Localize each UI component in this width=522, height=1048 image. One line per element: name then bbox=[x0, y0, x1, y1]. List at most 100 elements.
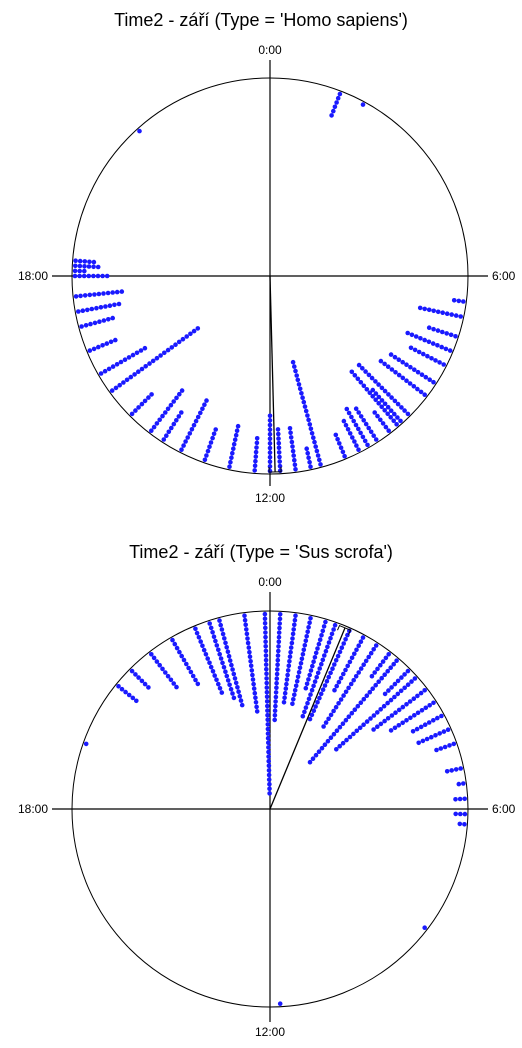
data-point bbox=[373, 682, 379, 688]
data-point bbox=[254, 436, 260, 441]
data-point bbox=[386, 428, 392, 434]
data-point bbox=[369, 673, 375, 679]
data-point bbox=[252, 690, 258, 696]
data-point bbox=[307, 620, 312, 626]
homo-sapiens-rose-chart: Time2 - září (Type = 'Homo sapiens') 0:0… bbox=[18, 10, 516, 505]
data-point bbox=[149, 428, 154, 434]
data-point bbox=[405, 411, 411, 417]
data-point bbox=[373, 391, 379, 396]
data-point bbox=[368, 716, 373, 721]
data-point bbox=[356, 426, 361, 432]
data-point bbox=[102, 368, 108, 374]
data-point bbox=[170, 637, 175, 643]
data-point bbox=[292, 688, 298, 693]
data-point bbox=[119, 686, 125, 692]
data-point bbox=[177, 391, 182, 397]
data-point bbox=[254, 704, 259, 710]
data-point bbox=[171, 681, 176, 686]
data-point bbox=[176, 414, 182, 419]
data-point bbox=[277, 612, 283, 617]
data-point bbox=[239, 702, 245, 708]
data-point bbox=[92, 292, 97, 297]
data-point bbox=[266, 745, 271, 750]
data-point bbox=[132, 372, 137, 377]
data-point bbox=[272, 708, 278, 713]
data-point bbox=[415, 386, 420, 392]
data-point bbox=[328, 635, 333, 641]
data-point bbox=[334, 683, 340, 689]
data-point bbox=[193, 626, 198, 632]
data-point bbox=[163, 670, 168, 675]
data-point bbox=[297, 665, 303, 671]
data-point bbox=[348, 681, 354, 687]
data-point bbox=[217, 686, 223, 691]
data-point bbox=[389, 367, 395, 372]
data-point bbox=[232, 676, 238, 681]
data-point bbox=[267, 418, 273, 423]
data-point bbox=[434, 747, 439, 753]
data-point bbox=[174, 684, 179, 690]
data-point bbox=[356, 447, 361, 453]
data-point bbox=[321, 624, 327, 629]
data-point bbox=[343, 637, 348, 642]
data-point bbox=[340, 449, 346, 455]
data-point bbox=[328, 670, 333, 676]
data-point bbox=[314, 674, 320, 680]
data-point bbox=[361, 383, 367, 389]
data-point bbox=[414, 726, 420, 732]
data-point bbox=[123, 689, 128, 695]
data-point bbox=[274, 680, 279, 686]
data-point bbox=[101, 318, 107, 323]
data-point bbox=[265, 726, 271, 732]
data-point bbox=[461, 781, 466, 786]
data-point bbox=[398, 418, 403, 424]
data-point bbox=[315, 646, 320, 651]
data-point bbox=[380, 421, 386, 426]
data-point bbox=[358, 414, 364, 419]
data-point bbox=[407, 699, 413, 704]
data-point bbox=[410, 729, 416, 734]
data-point bbox=[210, 630, 215, 635]
data-point bbox=[202, 402, 207, 408]
data-point bbox=[308, 668, 314, 673]
data-point bbox=[373, 397, 379, 403]
data-point bbox=[349, 369, 355, 375]
data-point bbox=[291, 627, 297, 632]
data-point bbox=[251, 686, 257, 691]
data-point bbox=[395, 401, 401, 407]
data-point bbox=[214, 677, 219, 683]
data-point bbox=[381, 703, 387, 709]
data-point bbox=[288, 645, 294, 650]
data-point bbox=[205, 448, 211, 454]
data-point bbox=[363, 658, 369, 664]
data-point bbox=[435, 715, 440, 721]
data-point bbox=[130, 695, 136, 701]
data-point bbox=[334, 100, 339, 105]
data-point bbox=[219, 690, 225, 695]
data-point bbox=[458, 811, 463, 817]
data-point bbox=[385, 700, 390, 706]
data-point bbox=[276, 436, 281, 441]
data-point bbox=[245, 640, 251, 646]
data-point bbox=[282, 695, 287, 701]
data-point bbox=[457, 796, 463, 802]
data-point bbox=[266, 772, 272, 778]
data-point bbox=[292, 617, 298, 623]
data-point bbox=[419, 708, 425, 713]
data-point bbox=[149, 392, 154, 397]
data-point bbox=[306, 455, 311, 461]
data-point bbox=[284, 681, 289, 687]
data-point bbox=[382, 401, 388, 407]
data-point bbox=[319, 745, 325, 751]
data-point bbox=[416, 740, 422, 746]
data-point bbox=[146, 685, 151, 690]
data-point bbox=[82, 293, 88, 298]
data-point bbox=[405, 330, 411, 336]
data-point bbox=[276, 630, 282, 635]
data-point bbox=[375, 724, 380, 729]
data-point bbox=[317, 666, 323, 671]
data-point bbox=[285, 672, 290, 678]
data-point bbox=[337, 724, 343, 730]
data-point bbox=[288, 435, 294, 440]
data-point bbox=[373, 643, 379, 648]
